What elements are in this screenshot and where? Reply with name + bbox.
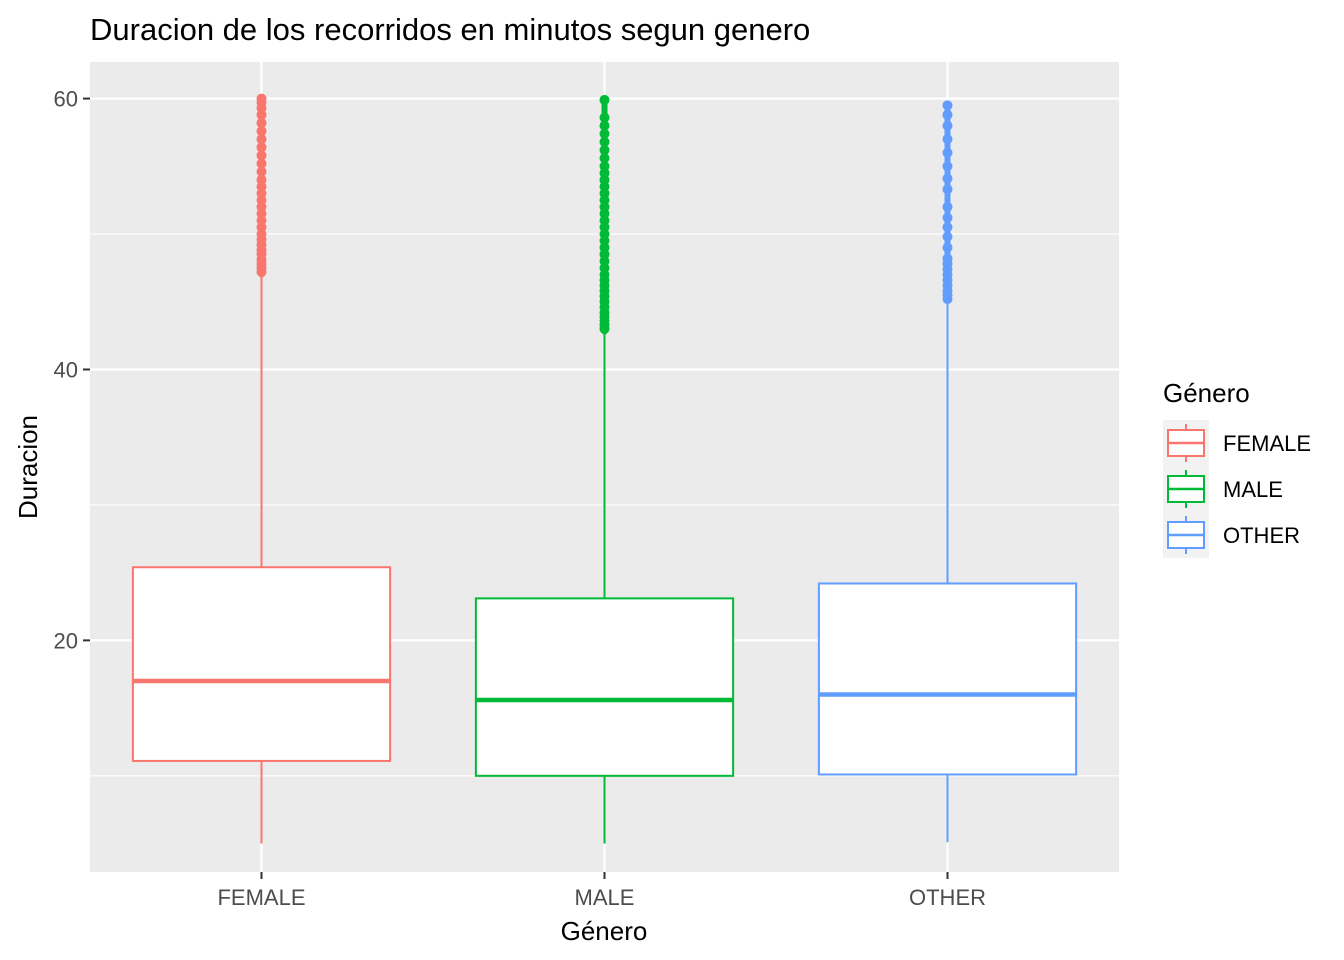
outlier-point bbox=[599, 128, 610, 139]
x-axis-title: Género bbox=[561, 916, 648, 946]
x-tick-label: FEMALE bbox=[217, 885, 305, 910]
legend: Género FEMALE MALE OTHER bbox=[1163, 378, 1311, 558]
outlier-point bbox=[942, 201, 953, 212]
outlier-point bbox=[942, 120, 953, 131]
outlier-point bbox=[256, 134, 267, 145]
legend-title: Género bbox=[1163, 378, 1250, 408]
outlier-point bbox=[599, 120, 610, 131]
outlier-point bbox=[599, 94, 610, 105]
legend-label: OTHER bbox=[1223, 523, 1300, 548]
legend-entry-other: OTHER bbox=[1167, 516, 1300, 554]
y-tick-label: 60 bbox=[54, 87, 78, 112]
outlier-point bbox=[256, 174, 267, 185]
outlier-point bbox=[256, 117, 267, 128]
y-tick-label: 20 bbox=[54, 628, 78, 653]
outlier-point bbox=[256, 126, 267, 137]
x-tick-label: MALE bbox=[575, 885, 635, 910]
boxes bbox=[131, 93, 1078, 844]
outlier-point bbox=[942, 100, 953, 111]
outlier-point bbox=[942, 222, 953, 233]
box-rect bbox=[474, 597, 735, 777]
box-female bbox=[131, 93, 392, 844]
legend-label: FEMALE bbox=[1223, 431, 1311, 456]
chart-title: Duracion de los recorridos en minutos se… bbox=[90, 12, 810, 47]
outlier-point bbox=[599, 153, 610, 164]
legend-label: MALE bbox=[1223, 477, 1283, 502]
box-other bbox=[817, 100, 1078, 843]
legend-entry-male: MALE bbox=[1167, 470, 1283, 508]
outlier-point bbox=[942, 242, 953, 253]
outlier-point bbox=[942, 212, 953, 223]
legend-entry-female: FEMALE bbox=[1167, 424, 1311, 462]
y-axis-title: Duracion bbox=[13, 415, 43, 519]
outlier-point bbox=[256, 93, 267, 104]
box-male bbox=[474, 94, 735, 844]
outlier-point bbox=[942, 161, 953, 172]
box-rect bbox=[817, 582, 1078, 776]
outlier-point bbox=[599, 145, 610, 156]
outlier-point bbox=[256, 158, 267, 169]
outlier-point bbox=[942, 253, 953, 264]
outlier-point bbox=[256, 166, 267, 177]
outlier-point bbox=[256, 142, 267, 153]
outlier-point bbox=[942, 147, 953, 158]
outlier-point bbox=[599, 112, 610, 123]
outlier-point bbox=[599, 136, 610, 147]
outlier-point bbox=[599, 161, 610, 172]
x-axis: FEMALE MALE OTHER bbox=[217, 872, 986, 910]
outlier-point bbox=[256, 150, 267, 161]
outlier-point bbox=[942, 173, 953, 184]
outlier-point bbox=[942, 134, 953, 145]
x-tick-label: OTHER bbox=[909, 885, 986, 910]
outlier-point bbox=[942, 109, 953, 120]
outlier-point bbox=[942, 231, 953, 242]
y-axis: 20 40 60 bbox=[54, 87, 90, 653]
outlier-point bbox=[942, 184, 953, 195]
box-rect bbox=[131, 566, 392, 762]
y-tick-label: 40 bbox=[54, 357, 78, 382]
